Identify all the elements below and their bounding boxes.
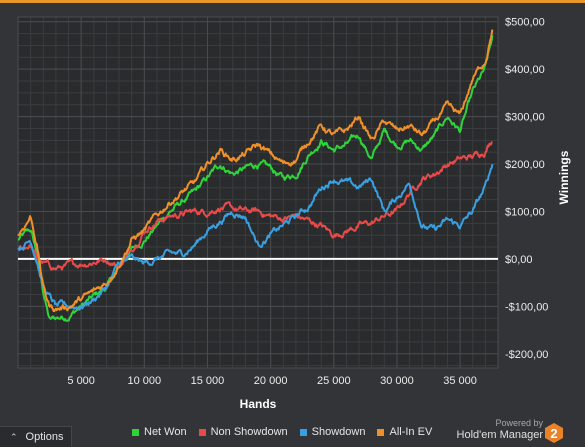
x-tick-label: 25 000 xyxy=(317,375,351,387)
legend-swatch xyxy=(299,428,307,436)
x-tick-label: 10 000 xyxy=(127,375,161,387)
legend-swatch xyxy=(377,428,385,436)
legend-label: Showdown xyxy=(311,426,366,438)
x-tick-label: 5 000 xyxy=(67,375,95,387)
y-tick-label: $200,00 xyxy=(505,159,545,171)
legend-item-showdown[interactable]: Showdown xyxy=(299,426,366,438)
series-line-showdown xyxy=(17,164,494,311)
legend-item-all-in-ev[interactable]: All-In EV xyxy=(377,426,432,438)
brand-badge-icon: 2 xyxy=(545,423,563,443)
x-tick-label: 20 000 xyxy=(254,375,288,387)
legend-label: All-In EV xyxy=(389,426,433,438)
legend-item-net-won[interactable]: Net Won xyxy=(132,426,187,438)
y-tick-label: $400,00 xyxy=(505,64,545,76)
powered-by-text: Powered by xyxy=(495,418,543,428)
y-tick-label: -$100,00 xyxy=(505,301,548,313)
x-axis-ticks: 5 000 10 000 15 000 20 000 25 000 30 000 35 00… xyxy=(67,375,477,387)
y-tick-label: $100,00 xyxy=(505,206,545,218)
y-tick-label: $300,00 xyxy=(505,112,545,124)
y-axis-ticks: -$200,00 -$100,00 $0,00 $100,00 $200,00 $300,… xyxy=(505,17,548,361)
x-axis-label: Hands xyxy=(240,397,277,411)
chart-series xyxy=(17,29,494,322)
y-tick-label: -$200,00 xyxy=(505,349,548,361)
chart-grid xyxy=(17,16,499,369)
options-button[interactable]: ⌃ Options xyxy=(0,426,72,447)
winnings-line-chart: 5 000 10 000 15 000 20 000 25 000 30 000 35 00… xyxy=(17,16,571,411)
legend-swatch xyxy=(198,428,206,436)
y-tick-label: $500,00 xyxy=(505,17,545,29)
brand-logo: Powered by Hold'em Manager xyxy=(457,417,543,441)
x-tick-label: 35 000 xyxy=(443,375,477,387)
y-axis-label: Winnings xyxy=(557,150,571,204)
series-line-net-won xyxy=(17,35,494,322)
x-tick-label: 30 000 xyxy=(380,375,414,387)
series-line-all-in-ev xyxy=(17,29,494,313)
brand-name: Hold'em Manager xyxy=(456,429,543,441)
legend-swatch xyxy=(132,428,139,436)
legend-label: Net Won xyxy=(144,426,187,438)
window-top-accent xyxy=(0,0,585,3)
chevron-up-icon: ⌃ xyxy=(10,431,18,442)
series-line-non-showdown xyxy=(17,141,493,271)
y-tick-label: $0,00 xyxy=(505,254,533,266)
plot-border xyxy=(17,16,499,369)
x-tick-label: 15 000 xyxy=(191,375,225,387)
chart-legend: Net Won Non Showdown Showdown All-In EV xyxy=(132,426,444,438)
options-label: Options xyxy=(25,431,64,443)
legend-label: Non Showdown xyxy=(210,426,288,438)
legend-item-non-showdown[interactable]: Non Showdown xyxy=(198,426,288,438)
